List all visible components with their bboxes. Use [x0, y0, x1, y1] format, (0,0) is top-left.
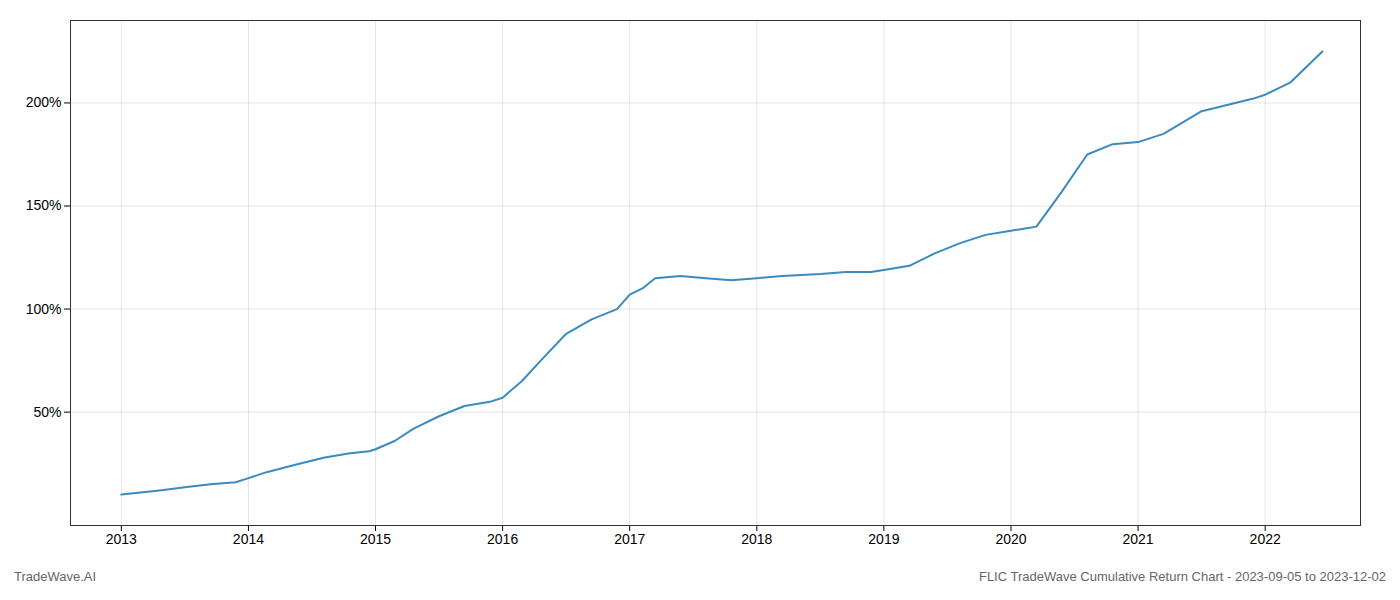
html-text:FLIC TradeWave Cumulative Retu: FLIC TradeWave Cumulative Return Chart -… — [978, 569, 1386, 584]
svg-text:2014: 2014 — [233, 531, 264, 547]
svg-text:150%: 150% — [26, 197, 62, 213]
svg-text:100%: 100% — [26, 301, 62, 317]
svg-text:2015: 2015 — [360, 531, 391, 547]
svg-text:2022: 2022 — [1250, 531, 1281, 547]
svg-text:2017: 2017 — [614, 531, 645, 547]
svg-text:200%: 200% — [26, 94, 62, 110]
svg-text:2013: 2013 — [106, 531, 137, 547]
svg-text:2018: 2018 — [741, 531, 772, 547]
svg-text:2021: 2021 — [1123, 531, 1154, 547]
svg-text:2016: 2016 — [487, 531, 518, 547]
html-text:TradeWave.AI: TradeWave.AI — [14, 569, 97, 584]
svg-text:2020: 2020 — [995, 531, 1026, 547]
svg-text:2019: 2019 — [868, 531, 899, 547]
svg-text:50%: 50% — [33, 404, 61, 420]
